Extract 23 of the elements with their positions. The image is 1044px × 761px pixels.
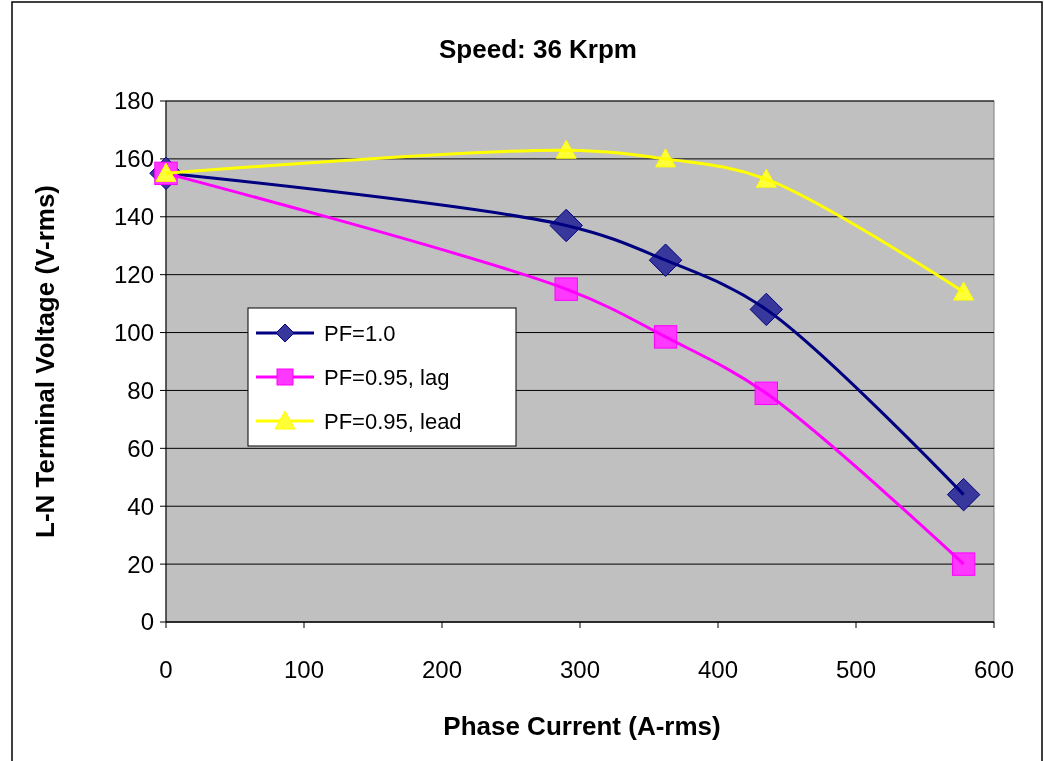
y-tick-label: 160 — [113, 145, 154, 173]
x-tick-label: 600 — [973, 656, 1015, 683]
y-tick-label: 120 — [113, 261, 154, 289]
y-tick-label: 40 — [127, 492, 154, 520]
y-tick-label: 80 — [127, 376, 154, 404]
y-tick-label: 0 — [140, 608, 154, 636]
legend-label: PF=1.0 — [324, 320, 396, 346]
x-axis-title: Phase Current (A-rms) — [443, 711, 721, 741]
legend-label: PF=0.95, lead — [324, 408, 462, 434]
y-tick-label: 140 — [113, 203, 154, 231]
y-tick-label: 60 — [127, 434, 154, 462]
y-tick-label: 100 — [113, 318, 154, 346]
x-tick-label: 400 — [697, 656, 739, 683]
x-tick-label: 100 — [283, 656, 325, 683]
legend-label: PF=0.95, lag — [324, 364, 450, 390]
chart-title: Speed: 36 Krpm — [439, 34, 637, 64]
x-tick-label: 300 — [559, 656, 601, 683]
x-tick-label: 500 — [835, 656, 877, 683]
x-tick-label: 200 — [421, 656, 463, 683]
y-axis-title: L-N Terminal Voltage (V-rms) — [30, 185, 60, 538]
y-tick-label: 20 — [127, 550, 154, 578]
y-tick-label: 180 — [113, 87, 154, 115]
x-tick-label: 0 — [159, 656, 173, 683]
